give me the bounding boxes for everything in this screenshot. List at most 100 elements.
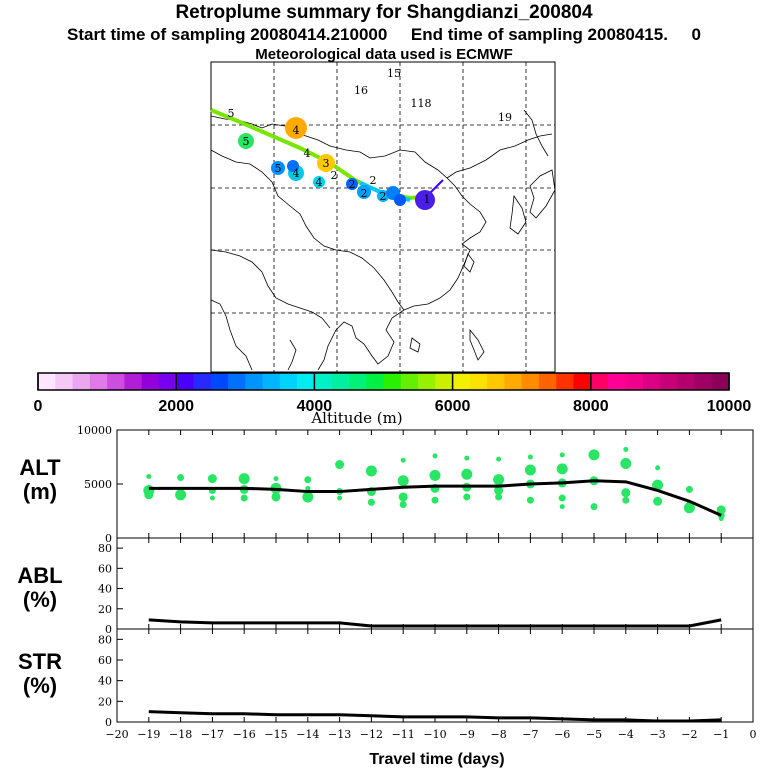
colorbar-swatch-8 bbox=[176, 373, 194, 390]
colorbar-tick-label-0: 0 bbox=[34, 398, 43, 415]
abl-panel-label: ABL (%) bbox=[0, 564, 80, 612]
str-ytick-label-4: 0 bbox=[105, 716, 112, 729]
alt-ytick-label-2: 0 bbox=[105, 532, 112, 545]
alt-plume-point-56 bbox=[655, 465, 661, 471]
colorbar-tick-label-1: 2000 bbox=[158, 398, 194, 415]
str-label-line1: STR bbox=[18, 649, 62, 674]
colorbar-swatch-36 bbox=[659, 373, 678, 390]
map-day-label-2: 5 bbox=[243, 135, 250, 148]
colorbar-swatch-4 bbox=[107, 373, 125, 390]
colorbar-swatch-20 bbox=[383, 373, 402, 390]
colorbar-tick-label-5: 10000 bbox=[707, 398, 752, 415]
alt-plume-point-24 bbox=[400, 457, 406, 463]
chart-title: Retroplume summary for Shangdianzi_20080… bbox=[175, 2, 593, 23]
abl-label-line2: (%) bbox=[22, 587, 58, 612]
marker-day4-small bbox=[313, 176, 325, 188]
alt-label-line2: (m) bbox=[22, 479, 58, 504]
str-ytick-label-0: 80 bbox=[98, 633, 112, 646]
x-axis-title: Travel time (days) bbox=[369, 751, 504, 768]
x-tick-label-14: −6 bbox=[554, 728, 570, 741]
str-ytick-label-1: 60 bbox=[98, 654, 112, 667]
colorbar-swatch-11 bbox=[228, 373, 246, 390]
alt-plume-point-57 bbox=[652, 479, 664, 491]
alt-plume-point-38 bbox=[494, 485, 504, 495]
korea bbox=[509, 194, 527, 235]
x-tick-label-8: −12 bbox=[360, 728, 383, 741]
colorbar-swatch-21 bbox=[400, 373, 419, 390]
str-ytick-label-2: 40 bbox=[98, 675, 112, 688]
x-tick-label-5: −15 bbox=[264, 728, 287, 741]
map-day-label-6: 4 bbox=[293, 167, 300, 180]
colorbar-swatch-7 bbox=[158, 373, 177, 390]
alt-plume-point-44 bbox=[559, 452, 565, 458]
altitude-colorbar: 0 2000 4000 6000 8000 10000 Altitude (m) bbox=[34, 372, 752, 427]
marker-day4-blue bbox=[287, 160, 299, 172]
map-day-label-5: 5 bbox=[275, 162, 282, 175]
alt-plume-point-58 bbox=[653, 496, 663, 506]
colorbar-swatch-13 bbox=[262, 373, 281, 390]
alt-plume-point-51 bbox=[590, 503, 598, 511]
colorbar-swatch-5 bbox=[124, 373, 142, 390]
colorbar-swatch-30 bbox=[556, 373, 574, 390]
x-tick-label-4: −16 bbox=[233, 728, 256, 741]
abl-series-line bbox=[148, 618, 722, 628]
map-day-label-13: 1 bbox=[424, 193, 431, 206]
alt-plume-point-25 bbox=[397, 475, 409, 487]
alt-plume-point-17 bbox=[302, 491, 314, 503]
alt-plume-point-39 bbox=[495, 493, 503, 501]
alt-plume-point-37 bbox=[493, 474, 505, 486]
coast-india bbox=[210, 299, 253, 371]
map-day-label-8: 2 bbox=[370, 174, 377, 187]
alt-plume-point-29 bbox=[429, 469, 441, 481]
abl-ytick-label-3: 20 bbox=[98, 603, 112, 616]
colorbar-swatch-9 bbox=[193, 373, 212, 390]
colorbar-swatch-37 bbox=[677, 373, 695, 390]
x-tick-label-3: −17 bbox=[201, 728, 224, 741]
alt-plume-point-12 bbox=[273, 476, 279, 482]
abl-ytick-label-1: 60 bbox=[98, 562, 112, 575]
map-day-label-3: 4 bbox=[304, 147, 311, 160]
x-tick-label-1: −19 bbox=[137, 728, 160, 741]
alt-plume-point-36 bbox=[496, 456, 502, 462]
colorbar-swatch-3 bbox=[89, 373, 108, 390]
colorbar-swatch-19 bbox=[366, 373, 384, 390]
x-tick-label-18: −2 bbox=[681, 728, 697, 741]
map-frame bbox=[210, 61, 556, 373]
marker-day4-high bbox=[285, 117, 307, 139]
colorbar-swatch-29 bbox=[538, 373, 557, 390]
map-day-label-9: 4 bbox=[316, 176, 323, 189]
x-tick-label-20: 0 bbox=[750, 728, 757, 741]
colorbar-swatch-23 bbox=[435, 373, 453, 390]
x-tick-label-7: −13 bbox=[328, 728, 351, 741]
alt-plume-point-0 bbox=[146, 473, 152, 479]
abl-ytick-label-0: 80 bbox=[98, 542, 112, 555]
alt-plume-point-41 bbox=[524, 464, 536, 476]
alt-plume-point-35 bbox=[463, 493, 471, 501]
map-day-label-12: 2 bbox=[380, 190, 387, 203]
japan bbox=[529, 169, 556, 219]
map-day-label-4: 3 bbox=[323, 157, 330, 170]
colorbar-swatch-25 bbox=[469, 373, 488, 390]
alt-plume-point-28 bbox=[432, 453, 438, 459]
colorbar-tick-label-3: 6000 bbox=[435, 398, 471, 415]
alt-label-line1: ALT bbox=[19, 455, 61, 480]
alt-plume-point-15 bbox=[304, 476, 312, 484]
coast-se-asia bbox=[317, 309, 405, 371]
alt-plume-point-52 bbox=[623, 446, 629, 452]
map-day-label-17: 19 bbox=[498, 111, 512, 124]
alt-plume-point-23 bbox=[367, 498, 375, 506]
philippines bbox=[469, 328, 485, 361]
marker-day1-source bbox=[415, 190, 435, 210]
str-label-line2: (%) bbox=[22, 673, 58, 698]
colorbar-swatch-26 bbox=[487, 373, 505, 390]
x-tick-label-6: −14 bbox=[296, 728, 319, 741]
colorbar-swatch-16 bbox=[314, 373, 332, 390]
x-tick-label-15: −5 bbox=[586, 728, 602, 741]
colorbar-tick-label-2: 4000 bbox=[297, 398, 333, 415]
alt-plume-point-48 bbox=[559, 504, 565, 510]
alt-plume-point-49 bbox=[588, 449, 600, 461]
alt-plume-point-45 bbox=[556, 463, 568, 475]
